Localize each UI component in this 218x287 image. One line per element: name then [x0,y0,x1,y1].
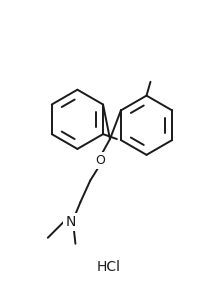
Text: N: N [65,215,76,229]
Text: HCl: HCl [97,260,121,274]
Text: O: O [95,154,105,167]
